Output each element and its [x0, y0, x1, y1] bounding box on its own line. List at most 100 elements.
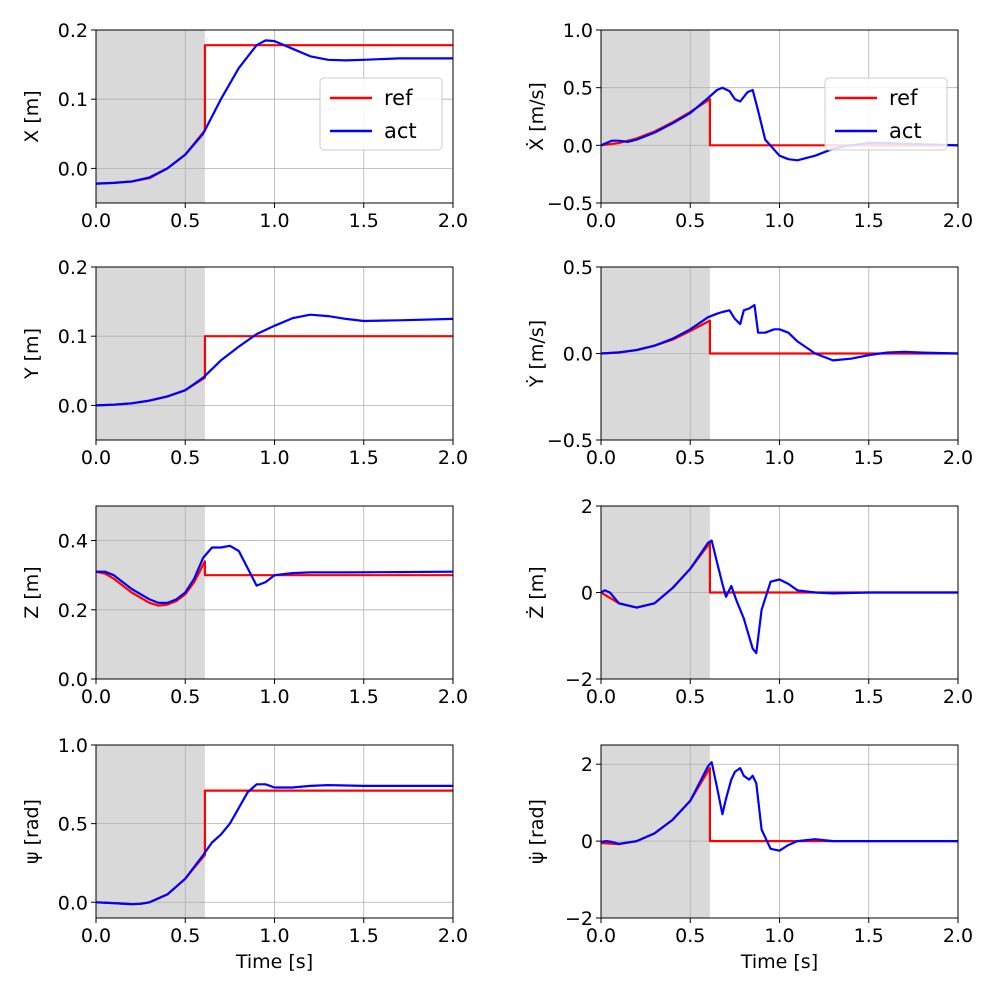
- x-tick-label: 1.5: [349, 686, 379, 708]
- legend-label-act: act: [384, 119, 417, 143]
- x-tick-label: 2.0: [438, 686, 468, 708]
- x-tick-label: 1.0: [764, 686, 794, 708]
- y-tick-label: 1.0: [58, 735, 88, 757]
- series-line-act: [601, 304, 958, 362]
- y-tick-label: 0.0: [58, 669, 88, 691]
- shaded-region: [601, 30, 710, 203]
- y-tick-label: 0.2: [58, 20, 88, 42]
- x-tick-label: 1.0: [259, 447, 289, 469]
- series-line-act: [96, 39, 453, 185]
- x-tick-label: 1.5: [854, 447, 884, 469]
- panel-y: 0.0 0.5 1.0 1.5 2.0 0.0 0.1 0.2 Y [m]: [21, 257, 468, 469]
- y-tick-label: 0: [581, 583, 593, 605]
- y-tick-label: 0.0: [563, 135, 593, 157]
- x-tick-label: 1.5: [854, 925, 884, 947]
- shaded-region: [96, 30, 205, 203]
- series-line-act: [96, 544, 453, 605]
- y-tick-label: 0.5: [563, 78, 593, 100]
- legend-label-ref: ref: [384, 86, 413, 110]
- x-tick-label: 0.0: [81, 210, 111, 232]
- series-line-ref: [96, 560, 453, 607]
- y-axis-label: X [m]: [21, 90, 43, 142]
- x-tick-label: 0.5: [170, 925, 200, 947]
- panel-zdot: 0.0 0.5 1.0 1.5 2.0 −2 0 2 Ż [m]: [525, 496, 973, 708]
- y-axis-label: Ẋ [m/s]: [525, 82, 548, 151]
- y-tick-label: −2: [565, 669, 593, 691]
- x-tick-label: 1.0: [764, 447, 794, 469]
- x-axis-label: Time [s]: [235, 951, 313, 973]
- y-axis-label: Y [m]: [21, 328, 43, 380]
- x-axis-label: Time [s]: [740, 951, 818, 973]
- y-axis-label: Z [m]: [21, 566, 43, 618]
- legend-label-ref: ref: [889, 86, 918, 110]
- y-tick-label: 2: [581, 754, 593, 776]
- y-tick-label: 0.0: [58, 158, 88, 180]
- panel-ydot: 0.0 0.5 1.0 1.5 2.0−0.50.00.5Ẏ [m/s]: [525, 257, 973, 469]
- x-tick-label: 1.0: [259, 210, 289, 232]
- x-tick-label: 1.5: [854, 686, 884, 708]
- x-tick-label: 0.0: [586, 447, 616, 469]
- panel-z: 0.0 0.5 1.0 1.5 2.0 0.0 0.2 0.4 Z [m]: [21, 505, 468, 708]
- legend: ref act: [824, 77, 948, 151]
- series-line-act: [96, 783, 453, 906]
- y-tick-label: 0.1: [58, 326, 88, 348]
- x-tick-label: 2.0: [943, 447, 973, 469]
- y-tick-label: 1.0: [563, 20, 593, 42]
- y-tick-label: −0.5: [547, 193, 593, 215]
- x-tick-label: 2.0: [438, 210, 468, 232]
- x-tick-label: 0.0: [81, 686, 111, 708]
- x-tick-label: 0.5: [170, 447, 200, 469]
- x-tick-label: 0.5: [170, 210, 200, 232]
- y-tick-label: −2: [565, 908, 593, 930]
- x-tick-label: 1.5: [349, 925, 379, 947]
- x-tick-label: 0.0: [586, 210, 616, 232]
- x-tick-label: 0.5: [675, 447, 705, 469]
- y-axis-label: Ẏ [m/s]: [525, 320, 548, 388]
- legend: ref act: [319, 77, 443, 151]
- y-tick-label: 0.4: [58, 531, 88, 553]
- x-tick-label: 0.5: [675, 210, 705, 232]
- legend-label-act: act: [889, 119, 922, 143]
- x-tick-label: 2.0: [438, 447, 468, 469]
- x-tick-label: 0.5: [170, 686, 200, 708]
- panel-psidot: 0.0 0.5 1.0 1.5 2.0 −2 0 2 ψ̇ [rad] Time [s]: [526, 744, 973, 973]
- y-tick-label: 0.5: [563, 257, 593, 279]
- y-tick-label: 0.1: [58, 89, 88, 111]
- x-tick-label: 1.5: [349, 210, 379, 232]
- y-tick-label: 0.2: [58, 257, 88, 279]
- series-line-act: [601, 539, 958, 655]
- y-axis-label: ψ̇ [rad]: [526, 799, 548, 864]
- series-line-act: [601, 761, 958, 852]
- x-tick-label: 2.0: [943, 925, 973, 947]
- y-axis-label: Ż [m]: [525, 566, 548, 618]
- x-tick-label: 0.0: [81, 447, 111, 469]
- x-tick-label: 0.0: [586, 686, 616, 708]
- y-tick-label: 0.0: [58, 395, 88, 417]
- y-tick-label: 0.0: [563, 344, 593, 366]
- y-axis-label: ψ [rad]: [21, 799, 43, 864]
- x-tick-label: 2.0: [943, 686, 973, 708]
- series-line-act: [96, 313, 453, 407]
- y-tick-label: 2: [581, 496, 593, 518]
- shaded-region: [96, 506, 205, 679]
- x-tick-label: 2.0: [438, 925, 468, 947]
- x-tick-label: 1.0: [764, 925, 794, 947]
- y-tick-label: 0.0: [58, 892, 88, 914]
- panel-psi: 0.0 0.5 1.0 1.5 2.0 0.0 0.5 1.0 ψ [rad] Time [s]: [21, 735, 468, 973]
- panel-x: 0.0 0.5 1.0 1.5 2.0 0.0 0.1 0.2 X [m] ref act: [21, 20, 468, 232]
- x-tick-label: 1.0: [259, 686, 289, 708]
- y-tick-label: −0.5: [547, 430, 593, 452]
- x-tick-label: 1.0: [259, 925, 289, 947]
- panel-xdot: 0.0 0.5 1.0 1.5 2.0−0.50.00.51.0Ẋ [m/s] refac…: [525, 20, 973, 232]
- shaded-region: [96, 745, 205, 918]
- x-tick-label: 0.0: [586, 925, 616, 947]
- x-tick-label: 1.0: [764, 210, 794, 232]
- legend-box: [319, 77, 443, 151]
- shaded-region: [96, 267, 205, 440]
- y-tick-label: 0.5: [58, 814, 88, 836]
- y-tick-label: 0: [581, 831, 593, 853]
- x-tick-label: 1.5: [349, 447, 379, 469]
- x-tick-label: 0.0: [81, 925, 111, 947]
- legend-box: [824, 77, 948, 151]
